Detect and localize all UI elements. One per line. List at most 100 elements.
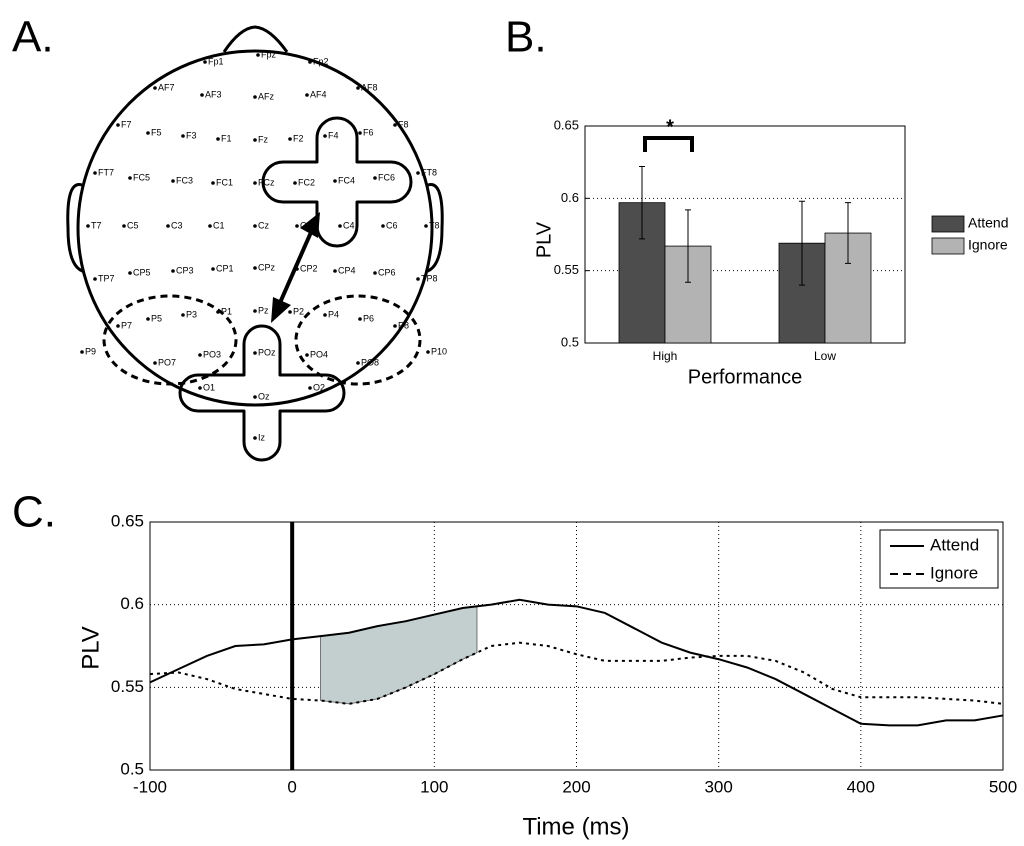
electrode-dot	[200, 93, 204, 97]
y-tick-label: 0.6	[120, 594, 144, 613]
electrode-dot	[393, 324, 397, 328]
electrode-label: AF4	[310, 89, 327, 99]
electrode-label: F8	[398, 119, 409, 129]
y-axis-label: PLV	[533, 221, 555, 258]
electrode-label: PO8	[361, 357, 379, 367]
legend-label: Ignore	[968, 237, 1008, 253]
electrode-label: Fpz	[261, 49, 277, 59]
x-tick-label: 200	[562, 777, 590, 796]
x-tick-label: 100	[420, 777, 448, 796]
electrode-dot	[288, 137, 292, 141]
electrode-label: AF3	[205, 89, 222, 99]
electrode-label: FC3	[176, 175, 193, 185]
arrow-head	[300, 212, 320, 238]
electrode-dot	[181, 313, 185, 317]
electrode-dot	[381, 224, 385, 228]
electrode-label: P1	[221, 306, 232, 316]
electrode-dot	[295, 224, 299, 228]
electrode-label: P6	[363, 313, 374, 323]
panel-label: C.	[12, 488, 56, 537]
y-tick-label: 0.5	[561, 334, 579, 349]
x-tick-label: 400	[847, 777, 875, 796]
x-axis-label: Time (ms)	[522, 813, 629, 840]
ear	[421, 183, 444, 274]
electrode-label: F4	[328, 130, 339, 140]
electrode-label: F5	[151, 127, 162, 137]
electrode-label: Fp2	[313, 56, 329, 66]
roi-left	[102, 294, 238, 386]
electrode-dot	[116, 324, 120, 328]
electrode-dot	[253, 181, 257, 185]
electrode-dot	[288, 310, 292, 314]
electrode-dot	[253, 95, 257, 99]
electrode-dot	[333, 179, 337, 183]
electrode-label: TP7	[98, 273, 115, 283]
electrode-dot	[116, 123, 120, 127]
roi-right	[294, 294, 422, 386]
electrode-label: T7	[91, 220, 102, 230]
electrode-label: P10	[431, 346, 447, 356]
electrode-dot	[80, 350, 84, 354]
electrode-dot	[293, 181, 297, 185]
electrode-label: POz	[258, 347, 276, 357]
electrode-label: C6	[386, 220, 398, 230]
electrode-label: FCz	[258, 177, 275, 187]
electrode-label: FC4	[338, 175, 355, 185]
electrode-dot	[86, 224, 90, 228]
x-tick-label: -100	[133, 777, 167, 796]
electrode-label: Fp1	[208, 56, 224, 66]
electrode-dot	[323, 134, 327, 138]
electrode-label: F1	[221, 133, 232, 143]
electrode-dot	[181, 134, 185, 138]
electrode-label: CPz	[258, 262, 276, 272]
electrode-label: FC2	[298, 177, 315, 187]
electrode-dot	[323, 313, 327, 317]
x-tick-label: 300	[704, 777, 732, 796]
electrode-dot	[93, 171, 97, 175]
electrode-dot	[333, 269, 337, 273]
electrode-label: F6	[363, 127, 374, 137]
rois	[178, 116, 413, 462]
roi-cross	[261, 116, 413, 248]
electrode-dot	[211, 181, 215, 185]
electrode-dot	[305, 93, 309, 97]
electrode-dot	[393, 123, 397, 127]
roi-cross	[178, 324, 346, 462]
electrode-dot	[256, 53, 260, 57]
electrode-label: P3	[186, 309, 197, 319]
electrode-label: P4	[328, 309, 339, 319]
arrow-head	[271, 297, 291, 323]
electrode-dot	[166, 224, 170, 228]
electrode-dot	[122, 224, 126, 228]
electrode-label: CP1	[216, 263, 234, 273]
electrode-label: TP8	[421, 273, 438, 283]
x-axis-label: Performance	[688, 366, 803, 388]
electrode-dot	[308, 386, 312, 390]
electrode-dot	[253, 436, 257, 440]
significance-bracket	[643, 136, 694, 152]
plot-frame	[149, 521, 1004, 771]
error-bar	[845, 202, 851, 264]
panel-label: B.	[505, 13, 547, 62]
error-bar	[685, 209, 691, 283]
legend-box	[879, 529, 999, 589]
electrode-label: T8	[429, 220, 440, 230]
electrode-label: F7	[121, 119, 132, 129]
x-tick-label: Low	[814, 349, 836, 363]
electrode-label: C3	[171, 220, 183, 230]
legend-swatch	[931, 215, 965, 233]
electrode-label: CP6	[378, 267, 396, 277]
electrode-dot	[153, 86, 157, 90]
electrode-label: F2	[293, 133, 304, 143]
electrode-label: Pz	[258, 305, 269, 315]
head	[66, 25, 444, 407]
electrode-dot	[128, 176, 132, 180]
electrode-label: CP3	[176, 265, 194, 275]
y-tick-label: 0.65	[111, 511, 144, 530]
electrode-label: F3	[186, 130, 197, 140]
electrode-dot	[93, 277, 97, 281]
electrode-label: PO4	[310, 349, 328, 359]
electrode-label: PO3	[203, 349, 221, 359]
annotation: *	[666, 116, 674, 138]
